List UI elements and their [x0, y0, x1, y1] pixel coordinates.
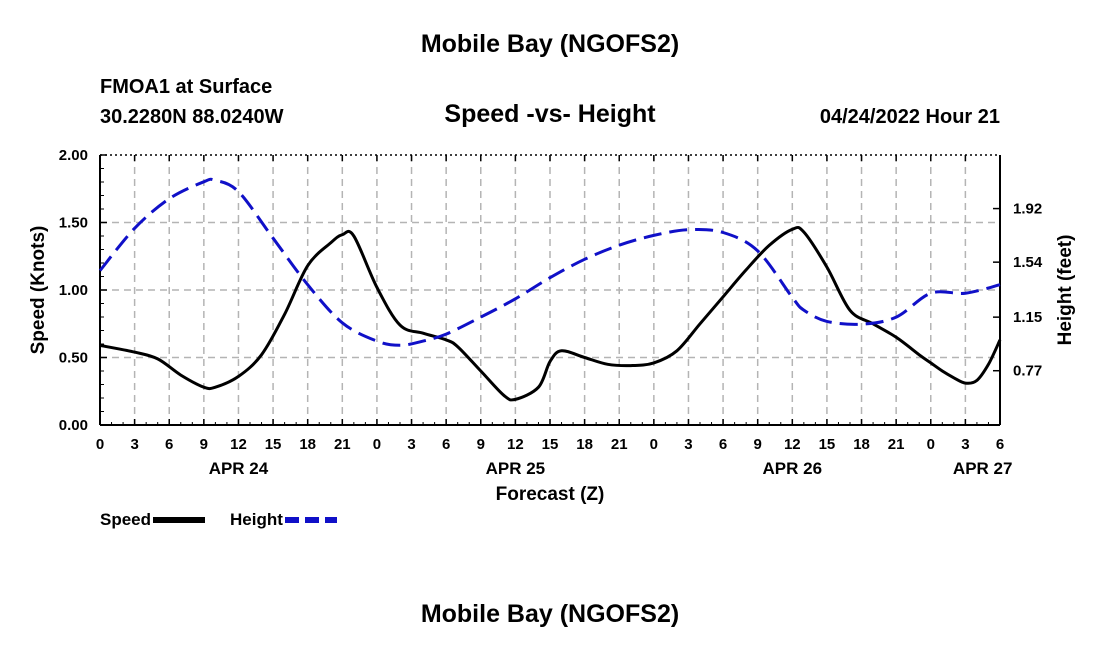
- y-tick-label: 1.00: [59, 282, 88, 299]
- y-tick-label: 2.00: [59, 147, 88, 164]
- labels-layer: 0 3 6 9 12 15 18 21 0 3 6 9 12 15 18 21 0 3 6 9 12 15 18 21 0 3 6 A…: [28, 147, 1076, 505]
- x-tick-label: 3: [407, 436, 415, 453]
- y-tick-label: 0.50: [59, 350, 88, 367]
- date-label: APR 27: [953, 459, 1013, 478]
- station-coordinates: 30.2280N 88.0240W: [100, 106, 284, 128]
- y2-tick-label: 1.15: [1013, 309, 1042, 326]
- legend-speed: Speed: [100, 510, 206, 530]
- legend-height-label: Height: [230, 510, 283, 529]
- x-tick-label: 21: [888, 436, 905, 453]
- x-tick-label: 9: [754, 436, 762, 453]
- series-speed-line: [99, 225, 1002, 402]
- x-tick-label: 0: [927, 436, 935, 453]
- y2-tick-label: 0.77: [1013, 363, 1042, 380]
- chart-main-title: Mobile Bay (NGOFS2): [420, 30, 680, 58]
- x-tick-label: 18: [299, 436, 316, 453]
- axes-layer: [99, 154, 1001, 426]
- x-tick-label: 21: [334, 436, 351, 453]
- y2-tick-label: 1.54: [1013, 254, 1043, 271]
- x-tick-label: 6: [719, 436, 727, 453]
- x-axis-title: Forecast (Z): [496, 484, 605, 505]
- y-axis-title: Speed (Knots): [28, 226, 49, 355]
- x-tick-label: 12: [784, 436, 801, 453]
- x-tick-label: 3: [130, 436, 138, 453]
- y2-tick-label: 1.92: [1013, 201, 1042, 218]
- x-tick-label: 0: [650, 436, 658, 453]
- x-tick-label: 3: [684, 436, 692, 453]
- date-label: APR 24: [209, 459, 269, 478]
- chart-footer-title: Mobile Bay (NGOFS2): [420, 600, 680, 628]
- x-tick-label: 15: [819, 436, 836, 453]
- x-tick-label: 18: [853, 436, 870, 453]
- x-tick-label: 9: [477, 436, 485, 453]
- x-tick-label: 6: [165, 436, 173, 453]
- date-label: APR 25: [486, 459, 546, 478]
- grid-layer: [100, 155, 1000, 425]
- station-label: FMOA1 at Surface: [100, 76, 273, 98]
- series-layer: [98, 177, 1002, 402]
- legend-speed-swatch: [153, 517, 206, 523]
- forecast-datetime: 04/24/2022 Hour 21: [819, 106, 1000, 128]
- y-tick-label: 0.00: [59, 417, 88, 434]
- x-tick-label: 12: [230, 436, 247, 453]
- y2-axis-title: Height (feet): [1055, 235, 1076, 346]
- x-tick-label: 6: [996, 436, 1004, 453]
- x-tick-label: 12: [507, 436, 524, 453]
- series-height-line: [98, 177, 1001, 347]
- x-tick-label: 6: [442, 436, 450, 453]
- x-tick-label: 21: [611, 436, 628, 453]
- chart-subtitle: Speed -vs- Height: [444, 100, 656, 128]
- date-label: APR 26: [763, 459, 823, 478]
- x-tick-label: 9: [200, 436, 208, 453]
- x-tick-label: 3: [961, 436, 969, 453]
- legend-height-swatch: [284, 517, 337, 523]
- x-tick-label: 0: [373, 436, 381, 453]
- x-tick-label: 0: [96, 436, 104, 453]
- legend-speed-label: Speed: [100, 510, 152, 529]
- x-tick-label: 15: [542, 436, 559, 453]
- x-tick-label: 15: [265, 436, 282, 453]
- x-tick-label: 18: [576, 436, 593, 453]
- y-tick-label: 1.50: [59, 215, 88, 232]
- legend-height: Height: [230, 510, 337, 530]
